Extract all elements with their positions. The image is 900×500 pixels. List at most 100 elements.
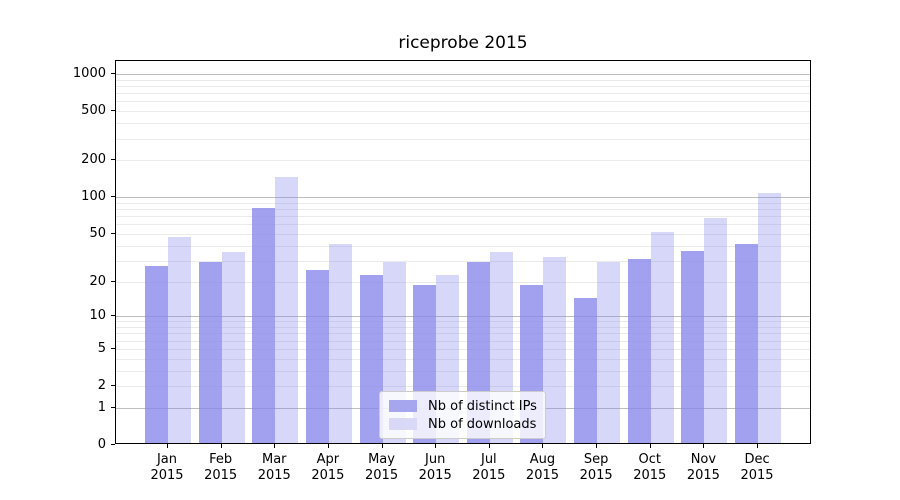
bar-distinct-ips (359, 274, 383, 443)
y-tick-mark (111, 347, 115, 349)
bar-downloads (650, 231, 674, 443)
y-tick-label: 100 (81, 189, 106, 205)
gridline-minor (116, 260, 810, 262)
gridline-minor (116, 233, 810, 235)
gridline-minor (116, 358, 810, 360)
gridline-minor (116, 224, 810, 226)
gridline-minor (116, 216, 810, 218)
x-tick-mark (596, 444, 598, 448)
gridline-minor (116, 209, 810, 211)
x-tick-label: May 2015 (365, 452, 399, 484)
gridline-minor (116, 281, 810, 283)
gridline-major (116, 316, 810, 318)
legend-label-downloads: Nb of downloads (428, 416, 537, 432)
x-tick-label: Jul 2015 (472, 452, 506, 484)
x-tick-mark (220, 444, 222, 448)
gridline-minor (116, 101, 810, 103)
x-tick-mark (274, 444, 276, 448)
gridline-minor (116, 245, 810, 247)
y-tick-label: 5 (97, 340, 106, 356)
y-tick-mark (111, 159, 115, 161)
x-tick-label: Feb 2015 (204, 452, 238, 484)
x-tick-mark (703, 444, 705, 448)
bar-distinct-ips (627, 258, 651, 443)
gridline-minor (116, 321, 810, 323)
x-tick-label: Jan 2015 (150, 452, 184, 484)
y-tick-mark (111, 315, 115, 317)
y-tick-mark (111, 444, 115, 445)
x-tick-label: Mar 2015 (257, 452, 291, 484)
y-tick-mark (111, 110, 115, 112)
y-tick-label: 1 (97, 399, 106, 415)
y-tick-mark (111, 406, 115, 408)
x-tick-mark (488, 444, 490, 448)
bar-downloads (328, 243, 352, 443)
y-tick-mark (111, 232, 115, 234)
bar-downloads (543, 256, 567, 443)
bar-distinct-ips (574, 297, 598, 443)
x-tick-label: Oct 2015 (633, 452, 667, 484)
legend-swatch-downloads (389, 418, 417, 430)
legend: Nb of distinct IPs Nb of downloads (379, 391, 546, 439)
bar-distinct-ips (198, 262, 222, 443)
x-tick-label: Sep 2015 (579, 452, 613, 484)
y-tick-mark (111, 385, 115, 386)
bar-downloads (597, 262, 621, 443)
bar-downloads (275, 177, 299, 443)
gridline-minor (116, 333, 810, 335)
bar-distinct-ips (145, 266, 168, 443)
bar-downloads (168, 237, 191, 443)
x-tick-label: Jun 2015 (418, 452, 452, 484)
x-tick-mark (649, 444, 651, 448)
y-tick-label: 20 (89, 273, 106, 289)
legend-swatch-distinct-ips (389, 400, 417, 412)
y-tick-label: 2 (97, 378, 106, 393)
bar-distinct-ips (735, 243, 759, 443)
y-tick-label: 50 (89, 225, 106, 241)
x-tick-label: Nov 2015 (686, 452, 720, 484)
gridline-minor (116, 386, 810, 387)
bar-downloads (221, 252, 245, 443)
legend-label-distinct-ips: Nb of distinct IPs (428, 398, 537, 414)
gridline-minor (116, 85, 810, 87)
y-tick-mark (111, 280, 115, 282)
bar-downloads (704, 218, 728, 443)
x-tick-mark (381, 444, 383, 448)
gridline-minor (116, 79, 810, 81)
x-tick-mark (542, 444, 544, 448)
plot-area: Nb of distinct IPs Nb of downloads (115, 60, 811, 444)
gridline-minor (116, 370, 810, 372)
gridline-minor (116, 111, 810, 113)
y-tick-label: 1000 (72, 65, 106, 81)
y-tick-label: 0 (97, 437, 106, 452)
gridline-major (116, 73, 810, 75)
bar-distinct-ips (252, 208, 276, 443)
gridline-minor (116, 138, 810, 140)
x-tick-mark (757, 444, 759, 448)
gridline-minor (116, 327, 810, 328)
x-tick-mark (167, 444, 168, 448)
x-tick-label: Dec 2015 (740, 452, 774, 484)
y-tick-mark (111, 72, 115, 74)
gridline-minor (116, 123, 810, 125)
legend-item-distinct-ips: Nb of distinct IPs (389, 397, 537, 415)
bar-downloads (758, 192, 782, 443)
x-tick-label: Apr 2015 (311, 452, 345, 484)
bar-distinct-ips (305, 270, 329, 443)
gridline-minor (116, 93, 810, 95)
y-tick-mark (111, 196, 115, 198)
bar-distinct-ips (681, 250, 705, 443)
gridline-major (116, 197, 810, 199)
y-tick-label: 10 (89, 308, 106, 324)
x-tick-mark (435, 444, 437, 448)
x-tick-mark (327, 444, 329, 448)
legend-item-downloads: Nb of downloads (389, 415, 537, 433)
x-tick-label: Aug 2015 (525, 452, 560, 484)
gridline-minor (116, 348, 810, 350)
y-tick-label: 500 (81, 103, 106, 119)
gridline-minor (116, 340, 810, 342)
chart-title: riceprobe 2015 (398, 33, 528, 53)
y-tick-label: 200 (81, 152, 106, 168)
gridline-minor (116, 202, 810, 204)
